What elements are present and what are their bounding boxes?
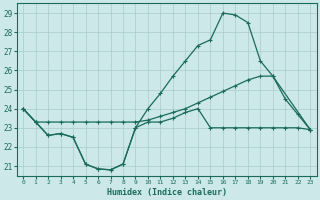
X-axis label: Humidex (Indice chaleur): Humidex (Indice chaleur) <box>107 188 227 197</box>
